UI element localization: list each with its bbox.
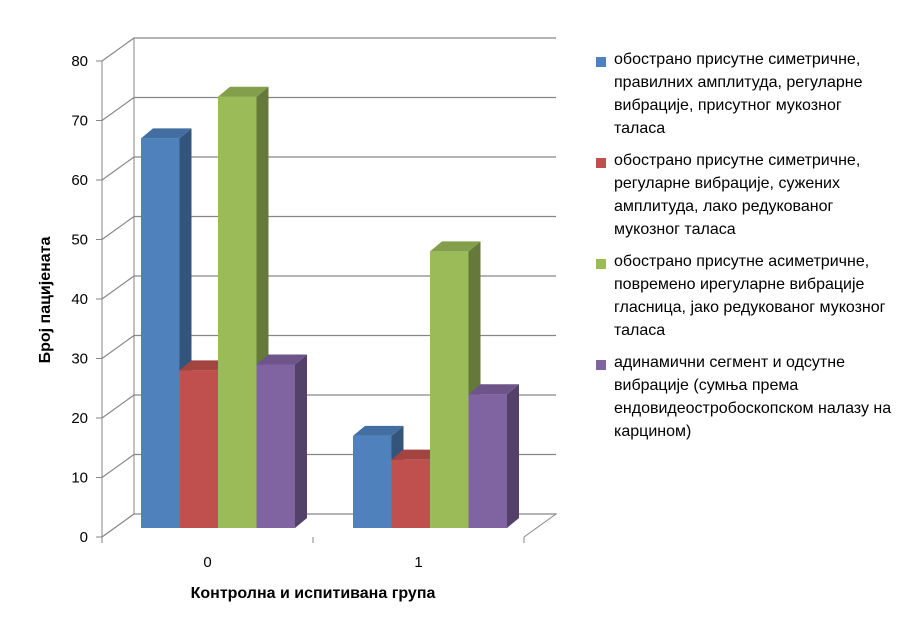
y-axis-ticks: 0 10 20 30 40 50 60 70 80	[71, 53, 102, 546]
legend-label-3: обострано присутне асиметричне, повремен…	[614, 253, 886, 339]
gridline	[101, 156, 556, 181]
y-tick-label: 20	[71, 410, 88, 427]
legend-label-4: адинамични сегмент и одсутне вибрације (…	[614, 354, 892, 440]
legend: обострано присутне симетричне, правилних…	[596, 48, 896, 452]
bar-front	[430, 251, 469, 528]
x-tick-label: 1	[414, 554, 422, 571]
bar-front	[179, 370, 218, 528]
bar	[468, 384, 519, 528]
x-axis-title: Контролна и испитивана група	[191, 585, 436, 602]
bar-top	[391, 449, 442, 460]
y-tick-label: 40	[71, 291, 88, 308]
gridlines	[101, 37, 556, 538]
legend-item-4: адинамични сегмент и одсутне вибрације (…	[596, 351, 896, 443]
bar-front	[256, 364, 295, 528]
bar-front	[468, 394, 507, 528]
legend-label-2: обострано присутне симетричне, регуларне…	[614, 152, 861, 238]
legend-label-1: обострано присутне симетричне, правилних…	[614, 51, 863, 137]
y-tick-label: 50	[71, 232, 88, 249]
legend-item-2: обострано присутне симетричне, регуларне…	[596, 149, 896, 241]
bar-top	[353, 425, 404, 436]
bar-side	[295, 354, 307, 528]
y-axis-title: Број пацијената	[37, 236, 54, 363]
legend-swatch-3	[596, 259, 606, 269]
y-tick-label: 0	[80, 529, 88, 546]
bar-top	[468, 384, 519, 395]
gridline	[101, 394, 556, 419]
bar-front	[353, 435, 392, 528]
gridline	[101, 334, 556, 359]
gridline	[101, 275, 556, 300]
bar-top	[430, 241, 481, 252]
y-tick-label: 60	[71, 172, 88, 189]
bar-side	[507, 384, 519, 528]
gridline	[101, 37, 556, 62]
bar-top	[218, 86, 269, 97]
bar	[256, 354, 307, 528]
gridline	[101, 215, 556, 240]
x-tick-label: 0	[203, 554, 211, 571]
bars	[141, 86, 519, 528]
bar-front	[141, 138, 180, 528]
legend-item-3: обострано присутне асиметричне, повремен…	[596, 250, 896, 342]
bar-top	[141, 128, 192, 139]
legend-swatch-1	[596, 57, 606, 67]
bar-front	[218, 96, 257, 528]
bar-top	[256, 354, 307, 365]
legend-swatch-4	[596, 360, 606, 370]
y-tick-label: 30	[71, 351, 88, 368]
legend-item-1: обострано присутне симетричне, правилних…	[596, 48, 896, 140]
y-tick-label: 80	[71, 53, 88, 70]
y-tick-label: 70	[71, 113, 88, 130]
gridline	[101, 96, 556, 121]
legend-swatch-2	[596, 158, 606, 168]
y-tick-label: 10	[71, 470, 88, 487]
bar-top	[179, 360, 230, 371]
bar	[353, 425, 404, 528]
bar-front	[391, 459, 430, 528]
